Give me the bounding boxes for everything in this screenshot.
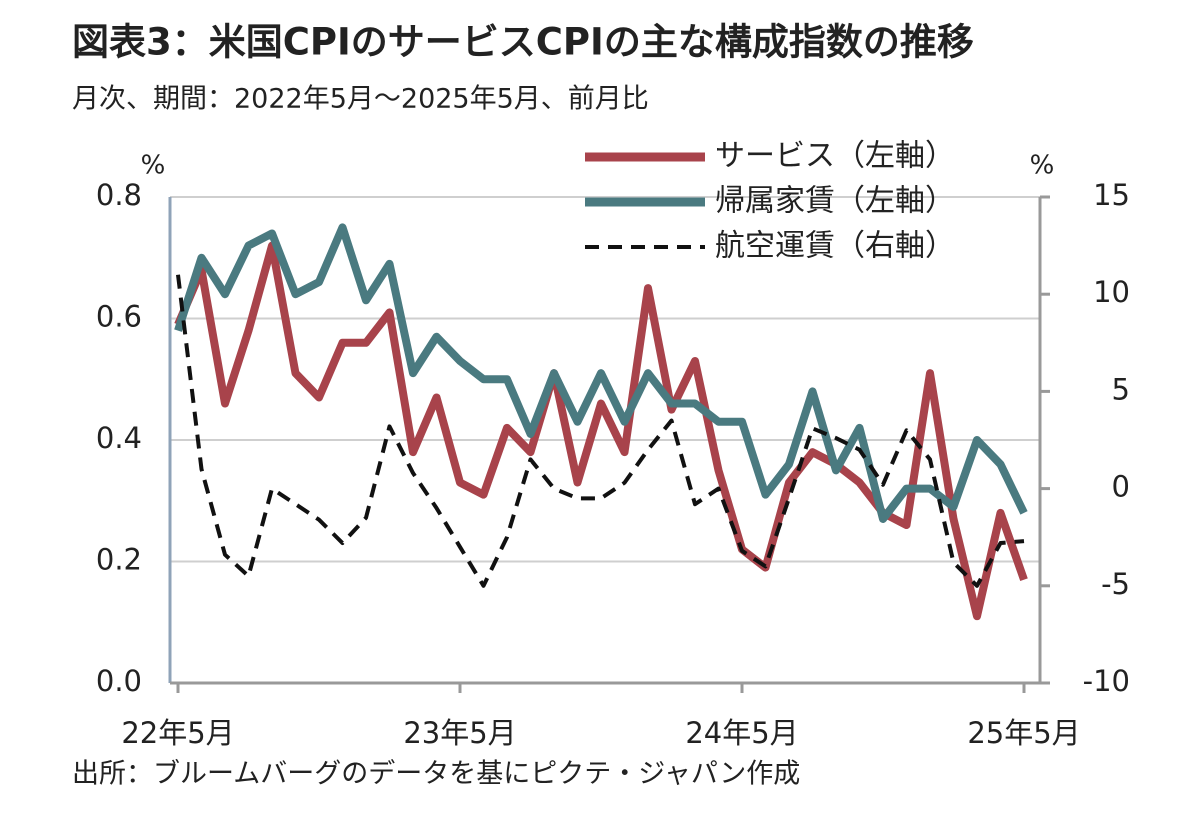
x-tick-label: 24年5月 <box>685 716 798 750</box>
y-tick-label: 0.8 <box>96 178 142 212</box>
y-tick-label: 0.4 <box>96 421 142 455</box>
y-tick-label: 0.6 <box>96 300 142 334</box>
x-tick-label: 25年5月 <box>967 716 1080 750</box>
source-note: 出所：ブルームバーグのデータを基にピクテ・ジャパン作成 <box>72 759 800 790</box>
series-line <box>176 274 1025 588</box>
x-tick-label: 23年5月 <box>403 716 516 750</box>
legend-label: 帰属家賃（左軸） <box>715 184 955 219</box>
y2-unit: % <box>1030 151 1055 181</box>
y2-tick-label: -5 <box>1101 567 1130 601</box>
y2-tick-label: 15 <box>1093 178 1130 212</box>
y2-tick-label: 0 <box>1112 470 1130 504</box>
x-tick-label: 22年5月 <box>121 716 234 750</box>
chart-title: 図表3：米国CPIのサービスCPIの主な構成指数の推移 <box>72 21 974 64</box>
y2-tick-label: -10 <box>1083 664 1130 698</box>
legend-label: 航空運賃（右軸） <box>715 229 955 264</box>
y-unit: % <box>141 151 166 181</box>
series-line <box>174 223 1028 523</box>
y2-tick-label: 5 <box>1112 372 1130 406</box>
chart-subtitle: 月次、期間：2022年5月～2025年5月、前月比 <box>72 84 649 115</box>
y-tick-label: 0.0 <box>96 664 142 698</box>
y2-tick-label: 10 <box>1093 275 1130 309</box>
legend-label: サービス（左軸） <box>715 139 955 174</box>
y-tick-label: 0.2 <box>96 543 142 577</box>
